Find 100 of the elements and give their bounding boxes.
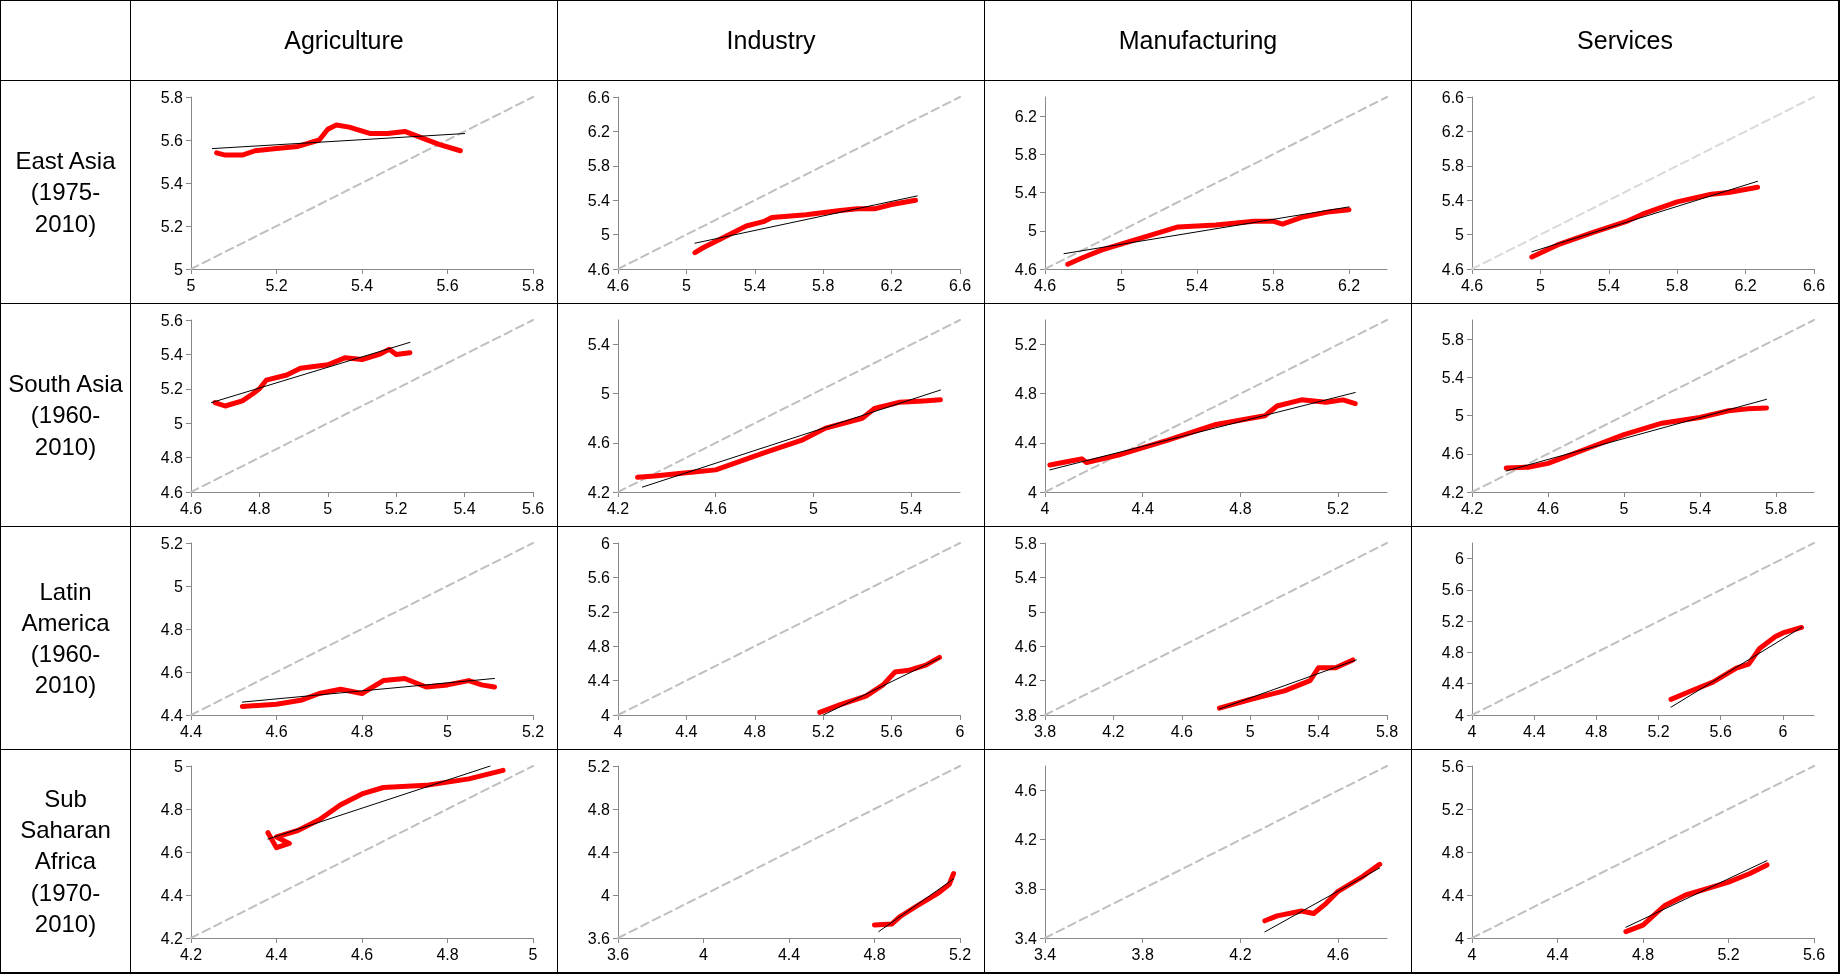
x-tick-label: 5.2 <box>521 722 545 740</box>
y-tick-label: 5.2 <box>587 603 611 621</box>
x-tick-label: 5.8 <box>812 276 835 294</box>
x-tick-label: 4.8 <box>1229 499 1252 517</box>
x-tick-label: 5.4 <box>1597 276 1621 294</box>
x-tick-label: 5.4 <box>1185 276 1209 294</box>
x-tick-label: 5.6 <box>1709 722 1732 740</box>
x-tick-label: 4.8 <box>248 499 271 517</box>
x-tick-label: 3.8 <box>1131 945 1154 963</box>
x-tick-label: 5.8 <box>1261 276 1285 294</box>
y-tick-label: 6 <box>1455 550 1465 568</box>
y-tick-label: 5.2 <box>160 380 184 398</box>
x-tick-label: 5.2 <box>1717 945 1740 963</box>
x-tick-label: 4.8 <box>863 945 886 963</box>
y-tick-label: 5.6 <box>587 568 611 586</box>
x-tick-label: 5.4 <box>743 276 767 294</box>
x-tick-label: 4.4 <box>675 722 698 740</box>
x-tick-label: 4.4 <box>1131 499 1154 517</box>
y-tick-label: 5.6 <box>160 131 184 149</box>
y-tick-label: 4.6 <box>160 483 184 501</box>
x-tick-label: 4.6 <box>350 945 374 963</box>
x-tick-label: 5.4 <box>350 276 374 294</box>
y-tick-label: 4 <box>1455 929 1465 947</box>
x-tick-label: 4 <box>699 945 709 963</box>
x-tick-label: 5 <box>323 499 333 517</box>
y-tick-label: 5 <box>601 226 611 244</box>
y-tick-label: 6.2 <box>587 122 611 140</box>
y-tick-label: 4.2 <box>1441 483 1465 501</box>
x-tick-label: 4 <box>1467 722 1477 740</box>
y-tick-label: 6 <box>601 534 611 552</box>
x-tick-label: 6.6 <box>948 276 972 294</box>
x-tick-label: 5.4 <box>900 499 923 517</box>
x-tick-label: 6 <box>1778 722 1788 740</box>
x-tick-label: 5 <box>1535 276 1545 294</box>
y-axis-title: East Asia (1975-2010) <box>1 81 131 304</box>
x-tick-label: 6.2 <box>1734 276 1757 294</box>
x-tick-label: 4.2 <box>1102 722 1125 740</box>
x-tick-label: 5.6 <box>1802 945 1826 963</box>
x-tick-label: 5.8 <box>1375 722 1399 740</box>
y-tick-label: 4.6 <box>1014 260 1038 278</box>
x-tick-label: 5.6 <box>880 722 903 740</box>
y-tick-label: 6.2 <box>1014 107 1038 125</box>
x-tick-label: 4.4 <box>777 945 801 963</box>
chart-title: Manufacturing <box>985 1 1412 81</box>
x-tick-label: 5.4 <box>1688 499 1712 517</box>
x-tick-label: 5 <box>1245 722 1255 740</box>
x-tick-label: 5.4 <box>1307 722 1330 740</box>
y-tick-label: 5 <box>174 757 184 775</box>
y-tick-label: 4 <box>601 886 611 904</box>
x-tick-label: 4.8 <box>1585 722 1608 740</box>
y-tick-label: 5.4 <box>1441 368 1465 386</box>
y-tick-label: 5 <box>1028 222 1038 240</box>
y-tick-label: 4.4 <box>587 843 611 861</box>
x-tick-label: 6.2 <box>880 276 903 294</box>
y-tick-label: 5.4 <box>1014 184 1038 202</box>
y-tick-label: 4.8 <box>1014 385 1038 403</box>
y-tick-label: 4.8 <box>587 637 611 655</box>
x-tick-label: 5 <box>1116 276 1126 294</box>
y-tick-label: 4.8 <box>160 620 184 638</box>
x-tick-label: 5 <box>186 276 196 294</box>
y-tick-label: 4 <box>1455 706 1465 724</box>
y-tick-label: 4.6 <box>160 843 184 861</box>
x-tick-label: 5.4 <box>453 499 476 517</box>
y-tick-label: 5 <box>1028 603 1038 621</box>
y-tick-label: 5.2 <box>587 757 611 775</box>
chart-title: Industry <box>558 1 985 81</box>
x-tick-label: 5.6 <box>521 499 545 517</box>
x-tick-label: 5.2 <box>812 722 835 740</box>
y-tick-label: 5.6 <box>1441 757 1465 775</box>
y-tick-label: 5 <box>174 414 184 432</box>
x-tick-label: 5.8 <box>521 276 545 294</box>
x-tick-label: 4.8 <box>436 945 459 963</box>
y-tick-label: 4.4 <box>160 886 184 904</box>
x-tick-label: 5.2 <box>385 499 408 517</box>
y-tick-label: 6.6 <box>1441 88 1465 106</box>
y-tick-label: 4.4 <box>160 706 184 724</box>
x-tick-label: 4.6 <box>265 722 288 740</box>
y-tick-label: 4 <box>1028 483 1038 501</box>
y-tick-label: 5.2 <box>1441 800 1465 818</box>
y-tick-label: 5.4 <box>587 191 611 209</box>
x-tick-label: 4 <box>1040 499 1050 517</box>
y-tick-label: 5.8 <box>160 88 184 106</box>
y-tick-label: 4.4 <box>1441 675 1465 693</box>
y-tick-label: 4.8 <box>1441 643 1465 661</box>
x-tick-label: 5.8 <box>1666 276 1689 294</box>
y-tick-label: 4.4 <box>587 672 611 690</box>
y-tick-label: 5.4 <box>160 345 184 363</box>
y-tick-label: 4.6 <box>587 434 611 452</box>
y-tick-label: 3.6 <box>587 929 611 947</box>
x-tick-label: 4.8 <box>1631 945 1655 963</box>
y-tick-label: 4.6 <box>1441 260 1465 278</box>
x-tick-label: 4.4 <box>1546 945 1569 963</box>
y-tick-label: 4.2 <box>587 483 611 501</box>
y-tick-label: 5.6 <box>160 311 184 329</box>
x-tick-label: 4.4 <box>265 945 288 963</box>
y-tick-label: 5.2 <box>160 217 184 235</box>
x-tick-label: 6.6 <box>1802 276 1826 294</box>
y-tick-label: 5.8 <box>1014 534 1038 552</box>
y-tick-label: 5.2 <box>160 534 184 552</box>
x-tick-label: 5 <box>1619 499 1629 517</box>
